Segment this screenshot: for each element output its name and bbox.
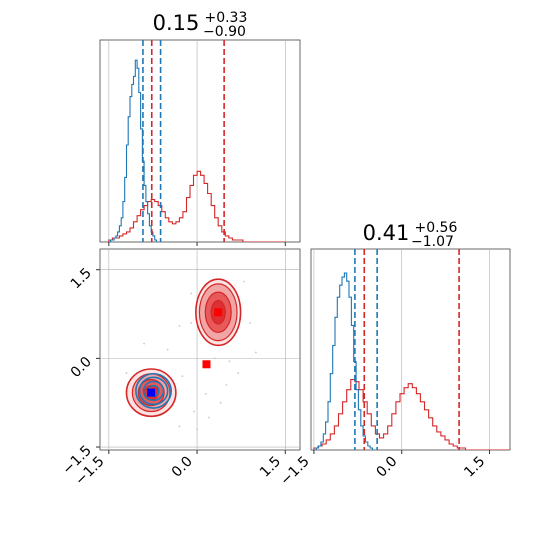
histogram-step-red: [108, 170, 286, 242]
panel-2d-contour: −1.5 0.0 1.5 −1.50.01.5: [59, 248, 301, 489]
title-median: 0.41: [363, 221, 410, 245]
x-tick-label: −1.5: [277, 454, 312, 489]
grid: [100, 249, 300, 450]
scatter-point: [196, 428, 198, 431]
panel-frame: [310, 248, 511, 451]
histogram-step-blue: [313, 272, 375, 450]
scatter-point: [219, 401, 222, 404]
scatter-point: [204, 392, 207, 395]
scatter-point: [190, 292, 193, 295]
scatter-point: [178, 324, 181, 327]
title-minus: −1.07: [411, 234, 454, 250]
title-minus: −0.90: [203, 24, 246, 40]
x-tick-label: 0.0: [373, 454, 400, 481]
scatter-point: [207, 416, 210, 419]
panel-frame: [99, 39, 301, 243]
scatter-point: [193, 410, 196, 413]
title-plus: +0.56: [414, 220, 457, 236]
scatter-point: [243, 280, 246, 283]
scatter-point: [190, 321, 193, 324]
x-tick-label: 0.0: [169, 454, 196, 481]
contour-blue: [142, 380, 165, 402]
panel-title-param-1: 0.41 +0.56: [363, 220, 458, 245]
scatter-point: [143, 342, 146, 345]
panel-hist-param-0: 0.15 +0.33 −0.90: [99, 10, 301, 246]
scatter-point: [181, 375, 184, 378]
quantile-markers: [142, 40, 225, 242]
contour-blue: [138, 376, 169, 406]
scatter-point: [228, 360, 231, 363]
grid: [313, 249, 490, 450]
panel-title-param-0: 0.15 +0.33: [153, 10, 248, 35]
title-median: 0.15: [153, 11, 200, 35]
x-ticks: −1.5 0.0 1.5: [277, 450, 491, 489]
scatter-point: [166, 348, 169, 351]
histogram-series: [313, 272, 510, 450]
panel-frame: [99, 248, 301, 451]
scatter-point: [225, 384, 228, 386]
scatter-point: [254, 351, 257, 354]
scatter-point: [237, 372, 240, 375]
scatter-point: [249, 321, 251, 324]
scatter-point: [213, 357, 216, 360]
histogram-step-blue: [108, 59, 159, 242]
quantile-markers: [354, 249, 460, 450]
x-ticks: [108, 242, 286, 246]
x-tick-label: 1.5: [461, 454, 488, 481]
y-ticks: −1.50.01.5: [59, 265, 100, 478]
y-tick-label: 0.0: [68, 354, 95, 381]
histogram-series: [108, 59, 286, 242]
contour-blue: [135, 372, 172, 409]
histogram-step-red: [313, 379, 510, 450]
x-ticks: −1.5 0.0 1.5: [72, 450, 286, 489]
scatter-point: [178, 425, 181, 428]
title-plus: +0.33: [204, 10, 247, 26]
grid: [108, 40, 286, 242]
scatter-point: [125, 372, 128, 375]
y-tick-label: 1.5: [68, 265, 95, 292]
truth-marker-blue: [147, 388, 156, 397]
contour-content: [125, 278, 257, 431]
truth-marker-red: [214, 308, 223, 317]
truth-marker-red: [202, 360, 211, 369]
panel-hist-param-1: −1.5 0.0 1.5 0.41 +0.56 −1.07: [277, 220, 511, 489]
